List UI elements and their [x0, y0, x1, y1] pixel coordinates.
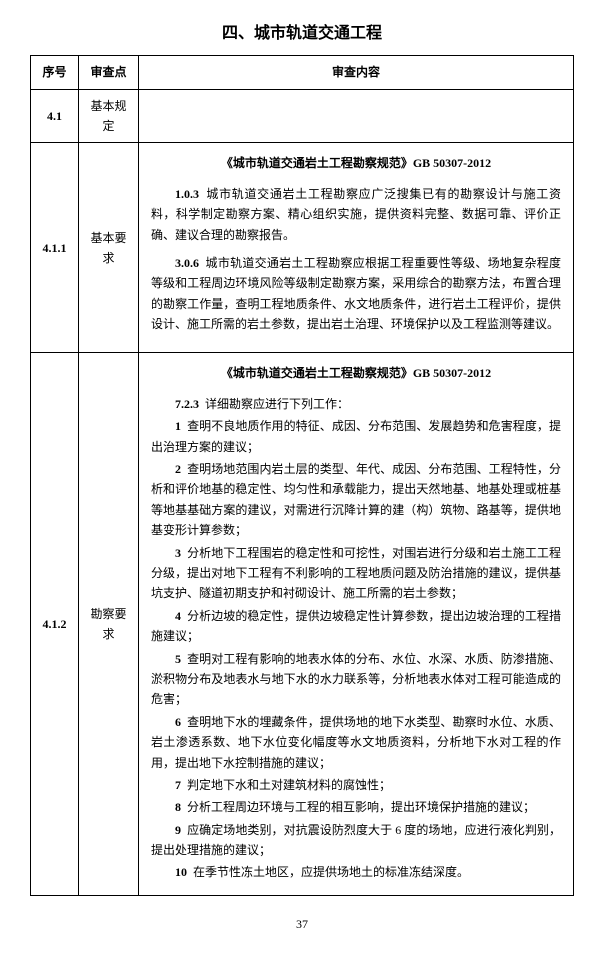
item-text: 查明场地范围内岩土层的类型、年代、成因、分布范围、工程特性，分析和评价地基的稳定… — [151, 462, 561, 537]
list-item: 8 分析工程周边环境与工程的相互影响，提出环境保护措施的建议； — [151, 797, 561, 817]
item-text: 分析工程周边环境与工程的相互影响，提出环境保护措施的建议； — [181, 800, 535, 814]
paragraph: 3.0.6 城市轨道交通岩土工程勘察应根据工程重要性等级、场地复杂程度等级和工程… — [151, 253, 561, 335]
list-item: 6 查明地下水的埋藏条件，提供场地的地下水类型、勘察时水位、水质、岩土渗透系数、… — [151, 712, 561, 773]
item-number: 10 — [175, 865, 187, 879]
item-text: 应确定场地类别，对抗震设防烈度大于 6 度的场地，应进行液化判别，提出处理措施的… — [151, 823, 561, 857]
header-num: 序号 — [31, 56, 79, 89]
items-container: 1 查明不良地质作用的特征、成因、分布范围、发展趋势和危害程度，提出治理方案的建… — [151, 416, 561, 883]
cell-num: 4.1.1 — [31, 143, 79, 353]
cell-point: 基本规定 — [79, 89, 139, 143]
head-line: 7.2.3 详细勘察应进行下列工作： — [151, 394, 561, 414]
cell-num: 4.1.2 — [31, 353, 79, 895]
head-code: 7.2.3 — [175, 397, 199, 411]
section-title: 四、城市轨道交通工程 — [30, 20, 574, 47]
list-item: 9 应确定场地类别，对抗震设防烈度大于 6 度的场地，应进行液化判别，提出处理措… — [151, 820, 561, 861]
table-row: 4.1 基本规定 — [31, 89, 574, 143]
table-header-row: 序号 审查点 审查内容 — [31, 56, 574, 89]
item-text: 分析边坡的稳定性，提供边坡稳定性计算参数，提出边坡治理的工程措施建议； — [151, 609, 561, 643]
spec-title: 《城市轨道交通岩土工程勘察规范》GB 50307-2012 — [151, 363, 561, 383]
table-row: 4.1.2 勘察要求 《城市轨道交通岩土工程勘察规范》GB 50307-2012… — [31, 353, 574, 895]
head-text: 详细勘察应进行下列工作： — [205, 397, 349, 411]
list-item: 2 查明场地范围内岩土层的类型、年代、成因、分布范围、工程特性，分析和评价地基的… — [151, 459, 561, 541]
cell-content: 《城市轨道交通岩土工程勘察规范》GB 50307-2012 1.0.3 城市轨道… — [139, 143, 574, 353]
para-code: 3.0.6 — [175, 256, 199, 270]
para-text: 城市轨道交通岩土工程勘察应根据工程重要性等级、场地复杂程度等级和工程周边环境风险… — [151, 256, 561, 331]
list-item: 4 分析边坡的稳定性，提供边坡稳定性计算参数，提出边坡治理的工程措施建议； — [151, 606, 561, 647]
item-text: 查明地下水的埋藏条件，提供场地的地下水类型、勘察时水位、水质、岩土渗透系数、地下… — [151, 715, 561, 770]
table-row: 4.1.1 基本要求 《城市轨道交通岩土工程勘察规范》GB 50307-2012… — [31, 143, 574, 353]
para-text: 城市轨道交通岩土工程勘察应广泛搜集已有的勘察设计与施工资料，科学制定勘察方案、精… — [151, 187, 561, 242]
list-item: 7 判定地下水和土对建筑材料的腐蚀性； — [151, 775, 561, 795]
item-text: 查明不良地质作用的特征、成因、分布范围、发展趋势和危害程度，提出治理方案的建议； — [151, 419, 561, 453]
para-code: 1.0.3 — [175, 187, 199, 201]
item-text: 判定地下水和土对建筑材料的腐蚀性； — [181, 778, 391, 792]
cell-num: 4.1 — [31, 89, 79, 143]
cell-point: 基本要求 — [79, 143, 139, 353]
cell-content — [139, 89, 574, 143]
list-item: 3 分析地下工程围岩的稳定性和可挖性，对围岩进行分级和岩土施工工程分级，提出对地… — [151, 543, 561, 604]
header-content: 审查内容 — [139, 56, 574, 89]
header-point: 审查点 — [79, 56, 139, 89]
cell-content: 《城市轨道交通岩土工程勘察规范》GB 50307-2012 7.2.3 详细勘察… — [139, 353, 574, 895]
cell-point: 勘察要求 — [79, 353, 139, 895]
spec-title: 《城市轨道交通岩土工程勘察规范》GB 50307-2012 — [151, 153, 561, 173]
list-item: 5 查明对工程有影响的地表水体的分布、水位、水深、水质、防渗措施、淤积物分布及地… — [151, 649, 561, 710]
item-text: 分析地下工程围岩的稳定性和可挖性，对围岩进行分级和岩土施工工程分级，提出对地下工… — [151, 546, 561, 601]
list-item: 1 查明不良地质作用的特征、成因、分布范围、发展趋势和危害程度，提出治理方案的建… — [151, 416, 561, 457]
item-text: 在季节性冻土地区，应提供场地土的标准冻结深度。 — [187, 865, 469, 879]
item-text: 查明对工程有影响的地表水体的分布、水位、水深、水质、防渗措施、淤积物分布及地表水… — [151, 652, 561, 707]
review-table: 序号 审查点 审查内容 4.1 基本规定 4.1.1 基本要求 《城市轨道交通岩… — [30, 55, 574, 896]
page-number: 37 — [30, 914, 574, 934]
list-item: 10 在季节性冻土地区，应提供场地土的标准冻结深度。 — [151, 862, 561, 882]
paragraph: 1.0.3 城市轨道交通岩土工程勘察应广泛搜集已有的勘察设计与施工资料，科学制定… — [151, 184, 561, 245]
